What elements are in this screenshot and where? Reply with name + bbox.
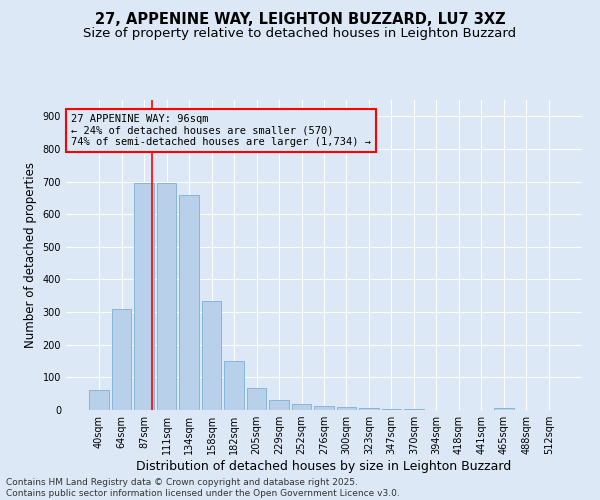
Bar: [112, 309, 131, 410]
Bar: [157, 183, 176, 410]
Y-axis label: Number of detached properties: Number of detached properties: [24, 162, 37, 348]
Bar: [494, 408, 514, 410]
Bar: [337, 408, 356, 410]
X-axis label: Distribution of detached houses by size in Leighton Buzzard: Distribution of detached houses by size …: [136, 460, 512, 473]
Bar: [202, 300, 221, 410]
Text: 27, APPENINE WAY, LEIGHTON BUZZARD, LU7 3XZ: 27, APPENINE WAY, LEIGHTON BUZZARD, LU7 …: [95, 12, 505, 28]
Bar: [359, 408, 379, 410]
Text: Contains HM Land Registry data © Crown copyright and database right 2025.
Contai: Contains HM Land Registry data © Crown c…: [6, 478, 400, 498]
Bar: [292, 404, 311, 410]
Bar: [269, 400, 289, 410]
Bar: [134, 183, 154, 410]
Bar: [179, 194, 199, 410]
Bar: [89, 390, 109, 410]
Text: Size of property relative to detached houses in Leighton Buzzard: Size of property relative to detached ho…: [83, 28, 517, 40]
Bar: [314, 406, 334, 410]
Bar: [382, 409, 401, 410]
Bar: [224, 361, 244, 410]
Bar: [247, 388, 266, 410]
Text: 27 APPENINE WAY: 96sqm
← 24% of detached houses are smaller (570)
74% of semi-de: 27 APPENINE WAY: 96sqm ← 24% of detached…: [71, 114, 371, 147]
